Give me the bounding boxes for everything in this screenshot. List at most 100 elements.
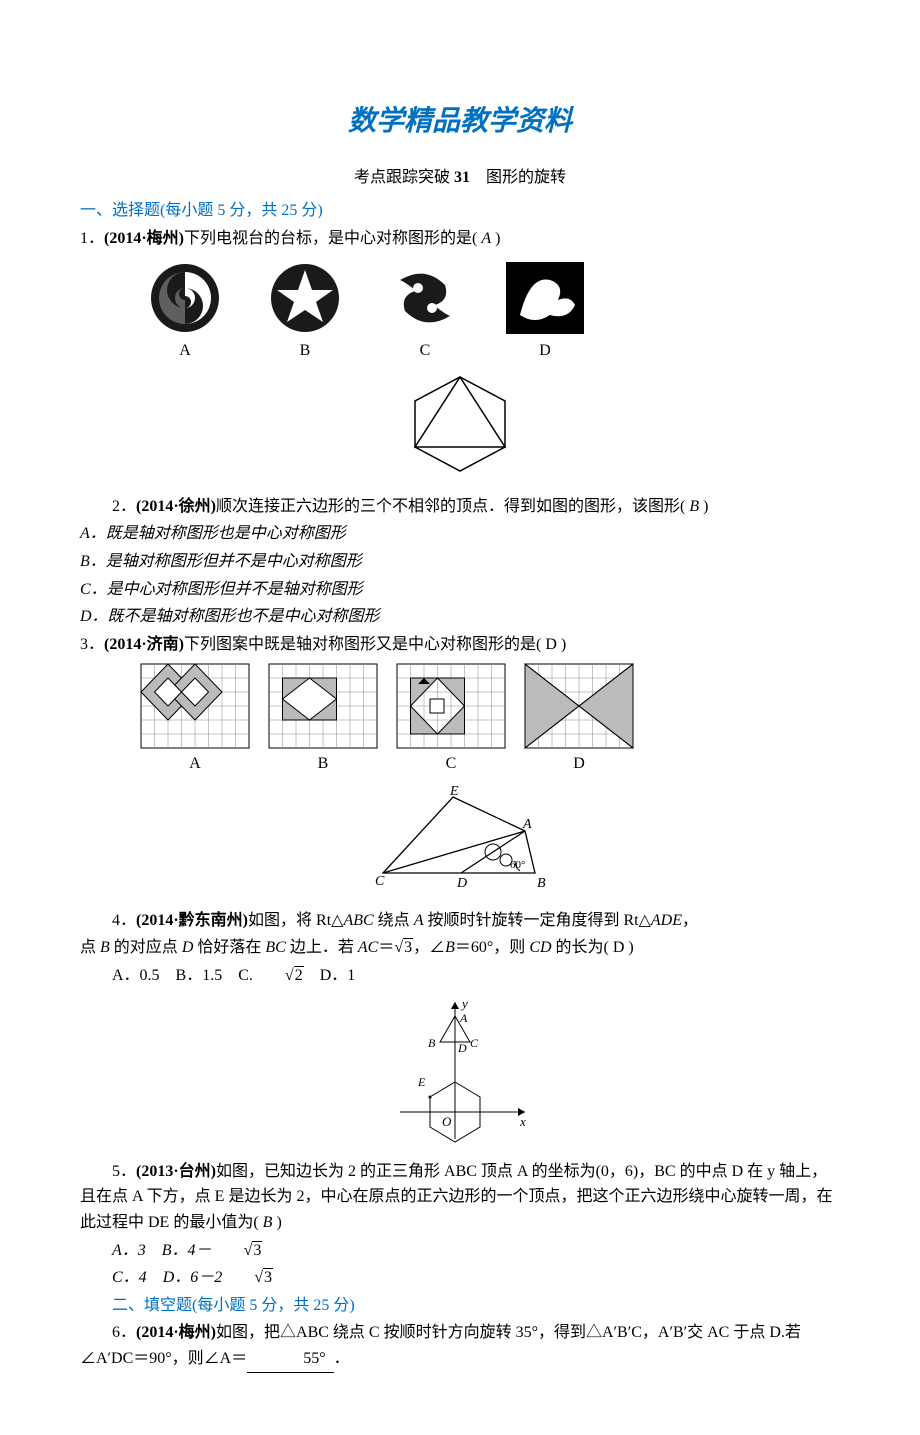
q1-body: 下列电视台的台标，是中心对称图形的是( (184, 230, 481, 247)
q4-i5: D (182, 939, 194, 956)
q5-optC: C．4 (112, 1269, 163, 1286)
q4-sqrt2-val: 2 (294, 966, 304, 984)
question-2: 2．(2014·徐州)顺次连接正六边形的三个不相邻的顶点．得到如图的图形，该图形… (80, 494, 840, 520)
q6-source: (2014·梅州) (136, 1324, 216, 1341)
page-title: 数学精品教学资料 (80, 100, 840, 145)
logo-c: C (380, 260, 470, 364)
question-1: 1．(2014·梅州)下列电视台的台标，是中心对称图形的是( A ) (80, 226, 840, 252)
svg-text:E: E (449, 784, 459, 799)
q1-source: (2014·梅州) (104, 230, 184, 247)
q4-i1: ABC (343, 912, 373, 929)
q2-source: (2014·徐州) (136, 498, 216, 515)
q2-num: 2． (112, 498, 136, 515)
q2-opt-b: B．是轴对称图形但并不是中心对称图形 (80, 549, 840, 575)
q3-source: (2014·济南) (104, 636, 184, 653)
q4-num: 4． (112, 912, 136, 929)
svg-text:D: D (456, 876, 467, 891)
subtitle-suffix: 图形的旋转 (470, 169, 566, 186)
q5-optA: A．3 (112, 1242, 162, 1259)
q5-answer: B (263, 1214, 273, 1231)
q5-optD-sqrt-val: 3 (263, 1268, 273, 1286)
q5-opts-1: A．3 B．4－3 (80, 1238, 840, 1264)
q2-answer: B (689, 498, 699, 515)
grid-d-svg (524, 663, 634, 749)
svg-text:y: y (460, 996, 468, 1011)
subtitle-num: 31 (454, 169, 470, 186)
grid-c: C (396, 663, 506, 777)
subtitle-prefix: 考点跟踪突破 (354, 169, 454, 186)
q1-num: 1． (80, 230, 104, 247)
section-1-header: 一、选择题(每小题 5 分，共 25 分) (80, 198, 840, 224)
grid-d-label: D (573, 751, 585, 777)
svg-text:D: D (457, 1041, 467, 1055)
q4-b1b: 绕点 (374, 912, 414, 929)
svg-text:O: O (442, 1114, 452, 1129)
subtitle: 考点跟踪突破 31 图形的旋转 (80, 165, 840, 191)
q1-logos: A B C D (140, 260, 840, 364)
grid-b: B (268, 663, 378, 777)
q4-sqrt3: 3 (394, 935, 413, 961)
q5-optB-sqrt: 3 (212, 1238, 263, 1264)
grid-d: D (524, 663, 634, 777)
q2-opt-c: C．是中心对称图形但并不是轴对称图形 (80, 577, 840, 603)
q4-b1: 如图，将 Rt△ (248, 912, 343, 929)
question-3: 3．(2014·济南)下列图案中既是轴对称图形又是中心对称图形的是( D ) (80, 632, 840, 658)
logo-b-label: B (300, 338, 311, 364)
q2-close: ) (699, 498, 708, 515)
grid-b-label: B (318, 751, 329, 777)
logo-b-svg (260, 260, 350, 336)
q4-i9: CD (529, 939, 551, 956)
grid-a-svg (140, 663, 250, 749)
q4-b2g: ＝60°，则 (455, 939, 529, 956)
logo-c-svg (380, 260, 470, 336)
grid-b-svg (268, 663, 378, 749)
q4-sqrt3-val: 3 (403, 938, 413, 956)
q2-figure (80, 369, 840, 488)
q4-triangle-svg: E A C D B 60° (345, 783, 575, 893)
question-5: 5．(2013·台州)如图，已知边长为 2 的正三角形 ABC 顶点 A 的坐标… (80, 1159, 840, 1236)
logo-a-label: A (179, 338, 191, 364)
q1-answer: A (481, 230, 491, 247)
q4-b2c: 恰好落在 (193, 939, 265, 956)
q6-answer-blank: 55° (247, 1346, 333, 1373)
question-6: 6．(2014·梅州)如图，把△ABC 绕点 C 按顺时针方向旋转 35°，得到… (80, 1320, 840, 1372)
q5-opts-2: C．4 D．6－2 3 (80, 1265, 840, 1291)
hexagon-icon (395, 369, 525, 479)
logo-b: B (260, 260, 350, 364)
q5-optD-sqrt: 3 (222, 1265, 273, 1291)
logo-d-label: D (539, 338, 551, 364)
q4-b2: 点 (80, 939, 100, 956)
q5-figure: y x O A B D C E (80, 994, 840, 1153)
q1-close: ) (491, 230, 500, 247)
q3-body: 下列图案中既是轴对称图形又是中心对称图形的是( D ) (184, 636, 566, 653)
grid-a-label: A (189, 751, 201, 777)
q4-b2e: ＝ (378, 939, 394, 956)
q5-optB-pre: B．4－ (162, 1242, 212, 1259)
q4-b2b: 的对应点 (110, 939, 182, 956)
question-4-line2: 点 B 的对应点 D 恰好落在 BC 边上．若 AC＝3，∠B＝60°，则 CD… (80, 935, 840, 961)
logo-d-svg (500, 260, 590, 336)
svg-text:E: E (417, 1075, 426, 1089)
svg-text:C: C (470, 1036, 479, 1050)
q3-grids: A B C (140, 663, 840, 777)
q4-options: A．0.5 B．1.5 C.2 D．1 (80, 963, 840, 989)
question-4: 4．(2014·黔东南州)如图，将 Rt△ABC 绕点 A 按顺时针旋转一定角度… (80, 908, 840, 934)
q5-close: ) (272, 1214, 281, 1231)
q4-b1d: ， (682, 912, 698, 929)
svg-text:C: C (375, 874, 385, 889)
q3-num: 3． (80, 636, 104, 653)
q2-body: 顺次连接正六边形的三个不相邻的顶点．得到如图的图形，该图形( (216, 498, 689, 515)
q5-optD-pre: D．6－2 (163, 1269, 223, 1286)
q4-i3: ADE (651, 912, 682, 929)
q4-opts2: D．1 (304, 967, 356, 984)
q6-body2: ． (334, 1350, 350, 1367)
q2-opt-d: D．既不是轴对称图形也不是中心对称图形 (80, 604, 840, 630)
grid-c-label: C (446, 751, 457, 777)
q5-num: 5． (112, 1163, 136, 1180)
q5-source: (2013·台州) (136, 1163, 216, 1180)
q5-coord-svg: y x O A B D C E (380, 994, 540, 1144)
grid-c-svg (396, 663, 506, 749)
logo-a: A (140, 260, 230, 364)
svg-text:x: x (519, 1114, 526, 1129)
q4-source: (2014·黔东南州) (136, 912, 248, 929)
